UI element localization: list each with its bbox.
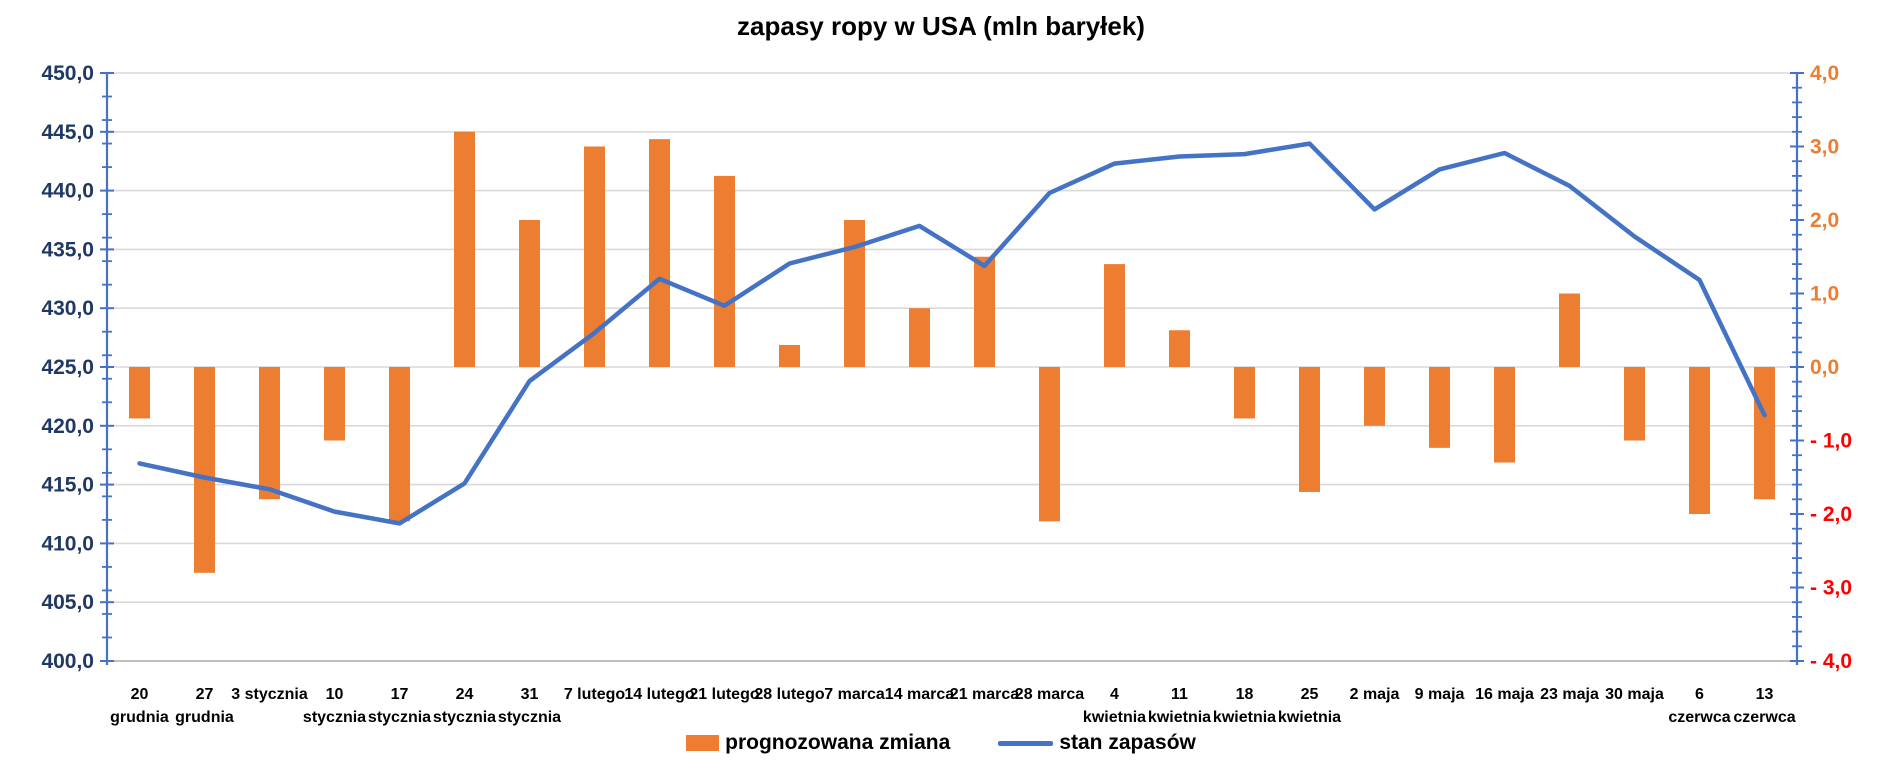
legend-item-bars: prognozowana zmiana: [686, 731, 950, 755]
left-axis-label: 440,0: [41, 180, 94, 203]
bar: [1754, 367, 1775, 500]
bar: [389, 367, 410, 522]
x-axis-label: 14 marca: [885, 686, 954, 703]
left-axis-label: 415,0: [41, 474, 94, 497]
x-axis-label: 28 marca: [1015, 686, 1084, 703]
left-axis-label: 405,0: [41, 591, 94, 614]
x-axis-label: 9 maja: [1415, 686, 1465, 703]
left-axis-label: 425,0: [41, 356, 94, 379]
x-axis-label: 7 marca: [824, 686, 885, 703]
bar: [129, 367, 150, 419]
line-series-swatch: [998, 740, 1054, 746]
x-axis-label: 20 grudnia: [110, 686, 169, 726]
bar: [1624, 367, 1645, 441]
right-axis-label: - 2,0: [1810, 503, 1852, 526]
bar: [519, 220, 540, 367]
x-axis-label: 28 lutego: [754, 686, 824, 703]
x-axis-label: 24 stycznia: [433, 686, 496, 726]
bar: [584, 146, 605, 367]
bar: [1299, 367, 1320, 492]
bar: [454, 131, 475, 367]
x-axis-label: 31 stycznia: [498, 686, 561, 726]
x-axis-label: 30 maja: [1605, 686, 1664, 703]
chart-title: zapasy ropy w USA (mln baryłek): [737, 11, 1145, 41]
x-axis-label: 23 maja: [1540, 686, 1599, 703]
right-axis-label: 1,0: [1810, 283, 1839, 306]
right-axis-label: 2,0: [1810, 209, 1839, 232]
left-axis-label: 420,0: [41, 415, 94, 438]
left-axis-label: 430,0: [41, 297, 94, 320]
legend-item-line: stan zapasów: [998, 731, 1196, 755]
right-axis-label: 0,0: [1810, 356, 1839, 379]
x-axis-label: 21 marca: [950, 686, 1019, 703]
left-axis-label: 400,0: [41, 650, 94, 673]
bar: [1559, 293, 1580, 367]
bar: [714, 175, 735, 367]
bar: [194, 367, 215, 573]
bar: [1364, 367, 1385, 426]
bar: [1494, 367, 1515, 463]
stocks-line: [137, 141, 1767, 526]
right-axis-label: - 4,0: [1810, 650, 1852, 673]
x-axis-label: 3 stycznia: [231, 686, 308, 703]
bar: [1104, 264, 1125, 367]
bar: [1169, 330, 1190, 367]
bar: [909, 308, 930, 367]
left-axis-label: 445,0: [41, 121, 94, 144]
left-axis-label: 410,0: [41, 532, 94, 555]
bar: [259, 367, 280, 500]
x-axis-label: 17 stycznia: [368, 686, 431, 726]
bar: [1234, 367, 1255, 419]
bar: [844, 220, 865, 367]
bar: [974, 256, 995, 367]
bar: [779, 344, 800, 367]
x-axis-label: 13 czerwca: [1733, 686, 1795, 726]
bar: [1039, 367, 1060, 522]
x-axis-label: 14 lutego: [624, 686, 694, 703]
bar: [649, 139, 670, 367]
right-axis-label: - 3,0: [1810, 577, 1852, 600]
x-axis-label: 25 kwietnia: [1278, 686, 1341, 726]
left-axis-label: 435,0: [41, 238, 94, 261]
right-axis-label: 4,0: [1810, 62, 1839, 85]
x-axis-label: 16 maja: [1475, 686, 1534, 703]
bar: [324, 367, 345, 441]
x-axis-label: 4 kwietnia: [1083, 686, 1146, 726]
right-axis-label: 3,0: [1810, 136, 1839, 159]
bar-series-swatch: [686, 735, 720, 751]
x-axis-label: 2 maja: [1350, 686, 1400, 703]
x-axis-label: 21 lutego: [689, 686, 759, 703]
x-axis-label: 10 stycznia: [303, 686, 366, 726]
x-axis-label: 11 kwietnia: [1148, 686, 1211, 726]
x-axis-label: 18 kwietnia: [1213, 686, 1276, 726]
x-axis-label: 27 grudnia: [175, 686, 234, 726]
x-axis-label: 7 lutego: [564, 686, 626, 703]
bar: [1689, 367, 1710, 514]
right-axis-label: - 1,0: [1810, 430, 1852, 453]
bar-series-label: prognozowana zmiana: [725, 731, 951, 754]
bar: [1429, 367, 1450, 448]
line-series-label: stan zapasów: [1059, 731, 1196, 754]
x-axis-label: 6 czerwca: [1668, 686, 1730, 726]
left-axis-label: 450,0: [41, 62, 94, 85]
legend: prognozowana zmiana stan zapasów: [0, 731, 1882, 755]
